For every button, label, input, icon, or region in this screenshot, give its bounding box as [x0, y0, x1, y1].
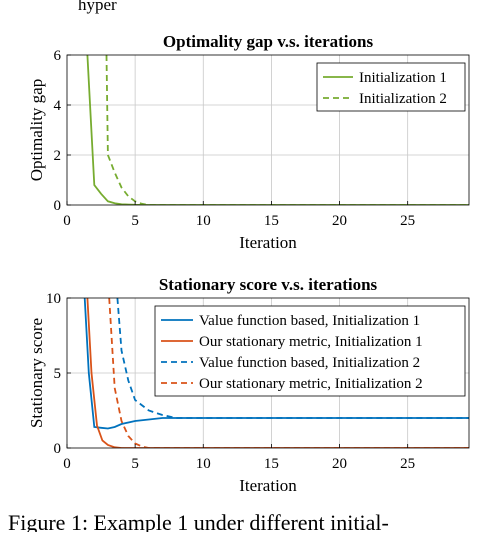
y-tick-label: 10	[46, 291, 61, 307]
y-axis-label: Stationary score	[27, 318, 46, 428]
legend-label: Initialization 2	[359, 91, 447, 107]
x-tick-label: 15	[264, 213, 279, 229]
x-tick-label: 25	[400, 456, 415, 472]
stationary-score-plot: 0 5 10 15 20 25 0 5 10 Stationary score v.s. iter…	[27, 275, 470, 495]
legend-label: Value function based, Initialization 2	[199, 355, 420, 371]
legend-box	[154, 305, 466, 397]
legend-label: Our stationary metric, Initialization 2	[199, 376, 423, 392]
x-tick-label: 15	[264, 456, 279, 472]
series-line-3	[116, 298, 469, 419]
x-tick-label: 10	[196, 213, 211, 229]
x-tick-label: 25	[400, 213, 415, 229]
plot-frame	[66, 54, 470, 206]
y-tick-label: 0	[54, 441, 62, 457]
x-tick-label: 10	[196, 456, 211, 472]
x-tick-label: 5	[131, 213, 139, 229]
x-tick-label: 5	[131, 456, 139, 472]
legend-label: Initialization 1	[359, 70, 447, 86]
x-axis-label: Iteration	[239, 233, 297, 252]
y-axis-label: Optimality gap	[27, 79, 46, 181]
legend-label: Value function based, Initialization 1	[199, 313, 420, 329]
y-tick-label: 2	[54, 148, 62, 164]
legend-box	[316, 62, 466, 112]
chart-title: Stationary score v.s. iterations	[159, 275, 378, 294]
optimality-gap-plot: 0 5 10 15 20 25 0 2 4 6 Optimality gap v.s. iterat…	[27, 32, 470, 252]
x-tick-label: 20	[332, 213, 347, 229]
chart-title: Optimality gap v.s. iterations	[163, 32, 374, 51]
y-tick-label: 0	[54, 198, 62, 214]
x-axis-label: Iteration	[239, 476, 297, 495]
x-tick-label: 20	[332, 456, 347, 472]
legend-label: Our stationary metric, Initialization 1	[199, 334, 423, 350]
y-tick-label: 6	[54, 48, 62, 64]
figure-caption: Figure 1: Example 1 under different init…	[8, 510, 389, 532]
y-tick-label: 4	[54, 98, 62, 114]
y-tick-label: 5	[54, 366, 62, 382]
x-tick-label: 0	[63, 213, 71, 229]
series-line-1	[83, 298, 469, 430]
top-text: hyper	[78, 0, 117, 14]
x-tick-label: 0	[63, 456, 71, 472]
